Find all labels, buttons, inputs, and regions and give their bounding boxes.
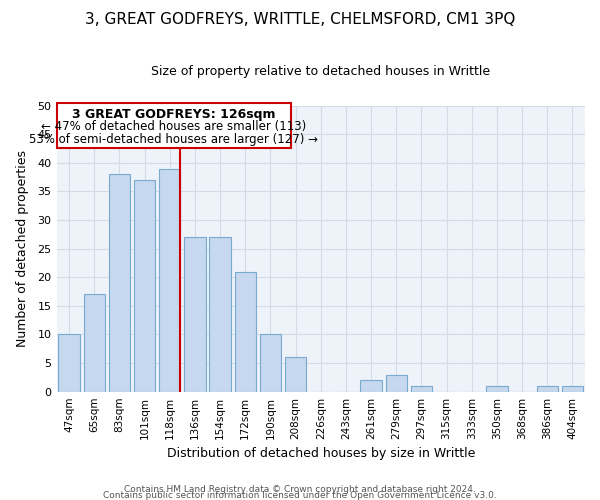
Bar [562,386,583,392]
Bar [361,380,382,392]
Y-axis label: Number of detached properties: Number of detached properties [16,150,29,347]
Text: 3 GREAT GODFREYS: 126sqm: 3 GREAT GODFREYS: 126sqm [72,108,275,122]
Bar [134,180,155,392]
Title: Size of property relative to detached houses in Writtle: Size of property relative to detached ho… [151,65,490,78]
Bar [109,174,130,392]
Bar [235,272,256,392]
FancyBboxPatch shape [56,102,290,148]
Text: ← 47% of detached houses are smaller (113): ← 47% of detached houses are smaller (11… [41,120,306,133]
Bar [536,386,558,392]
Bar [58,334,80,392]
Bar [411,386,432,392]
Bar [260,334,281,392]
Bar [285,358,306,392]
Bar [159,168,181,392]
Text: Contains HM Land Registry data © Crown copyright and database right 2024.: Contains HM Land Registry data © Crown c… [124,484,476,494]
Bar [184,237,206,392]
Text: 53% of semi-detached houses are larger (127) →: 53% of semi-detached houses are larger (… [29,134,318,146]
Bar [386,374,407,392]
Text: 3, GREAT GODFREYS, WRITTLE, CHELMSFORD, CM1 3PQ: 3, GREAT GODFREYS, WRITTLE, CHELMSFORD, … [85,12,515,28]
Bar [83,294,105,392]
Text: Contains public sector information licensed under the Open Government Licence v3: Contains public sector information licen… [103,490,497,500]
Bar [486,386,508,392]
Bar [209,237,231,392]
X-axis label: Distribution of detached houses by size in Writtle: Distribution of detached houses by size … [167,447,475,460]
